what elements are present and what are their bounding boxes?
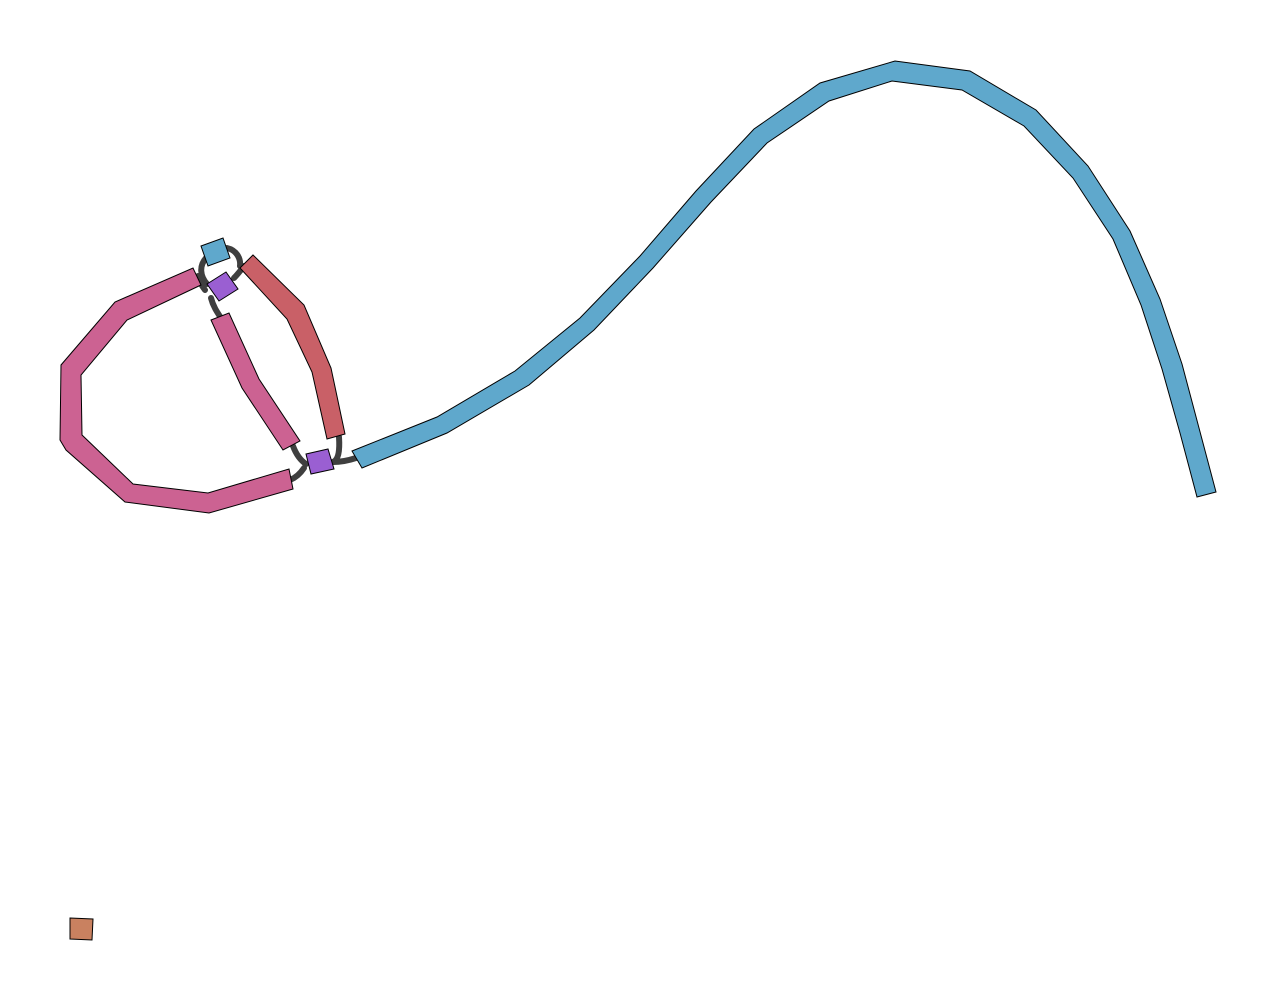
edge-link xyxy=(195,273,208,293)
purple-node-lower xyxy=(305,448,335,475)
edge-link xyxy=(287,465,307,483)
isolated-orange-node xyxy=(69,917,94,941)
inner-magenta-segment xyxy=(210,312,301,451)
edge-link xyxy=(198,255,210,287)
edge-link xyxy=(290,443,309,467)
edge-link xyxy=(330,455,359,465)
edge-link xyxy=(224,245,244,269)
long-blue-segment xyxy=(351,60,1217,498)
edge-link xyxy=(330,434,343,465)
red-segment xyxy=(239,254,346,440)
small-blue-node xyxy=(200,237,231,267)
purple-node-upper xyxy=(206,271,239,302)
big-magenta-loop xyxy=(59,267,294,514)
